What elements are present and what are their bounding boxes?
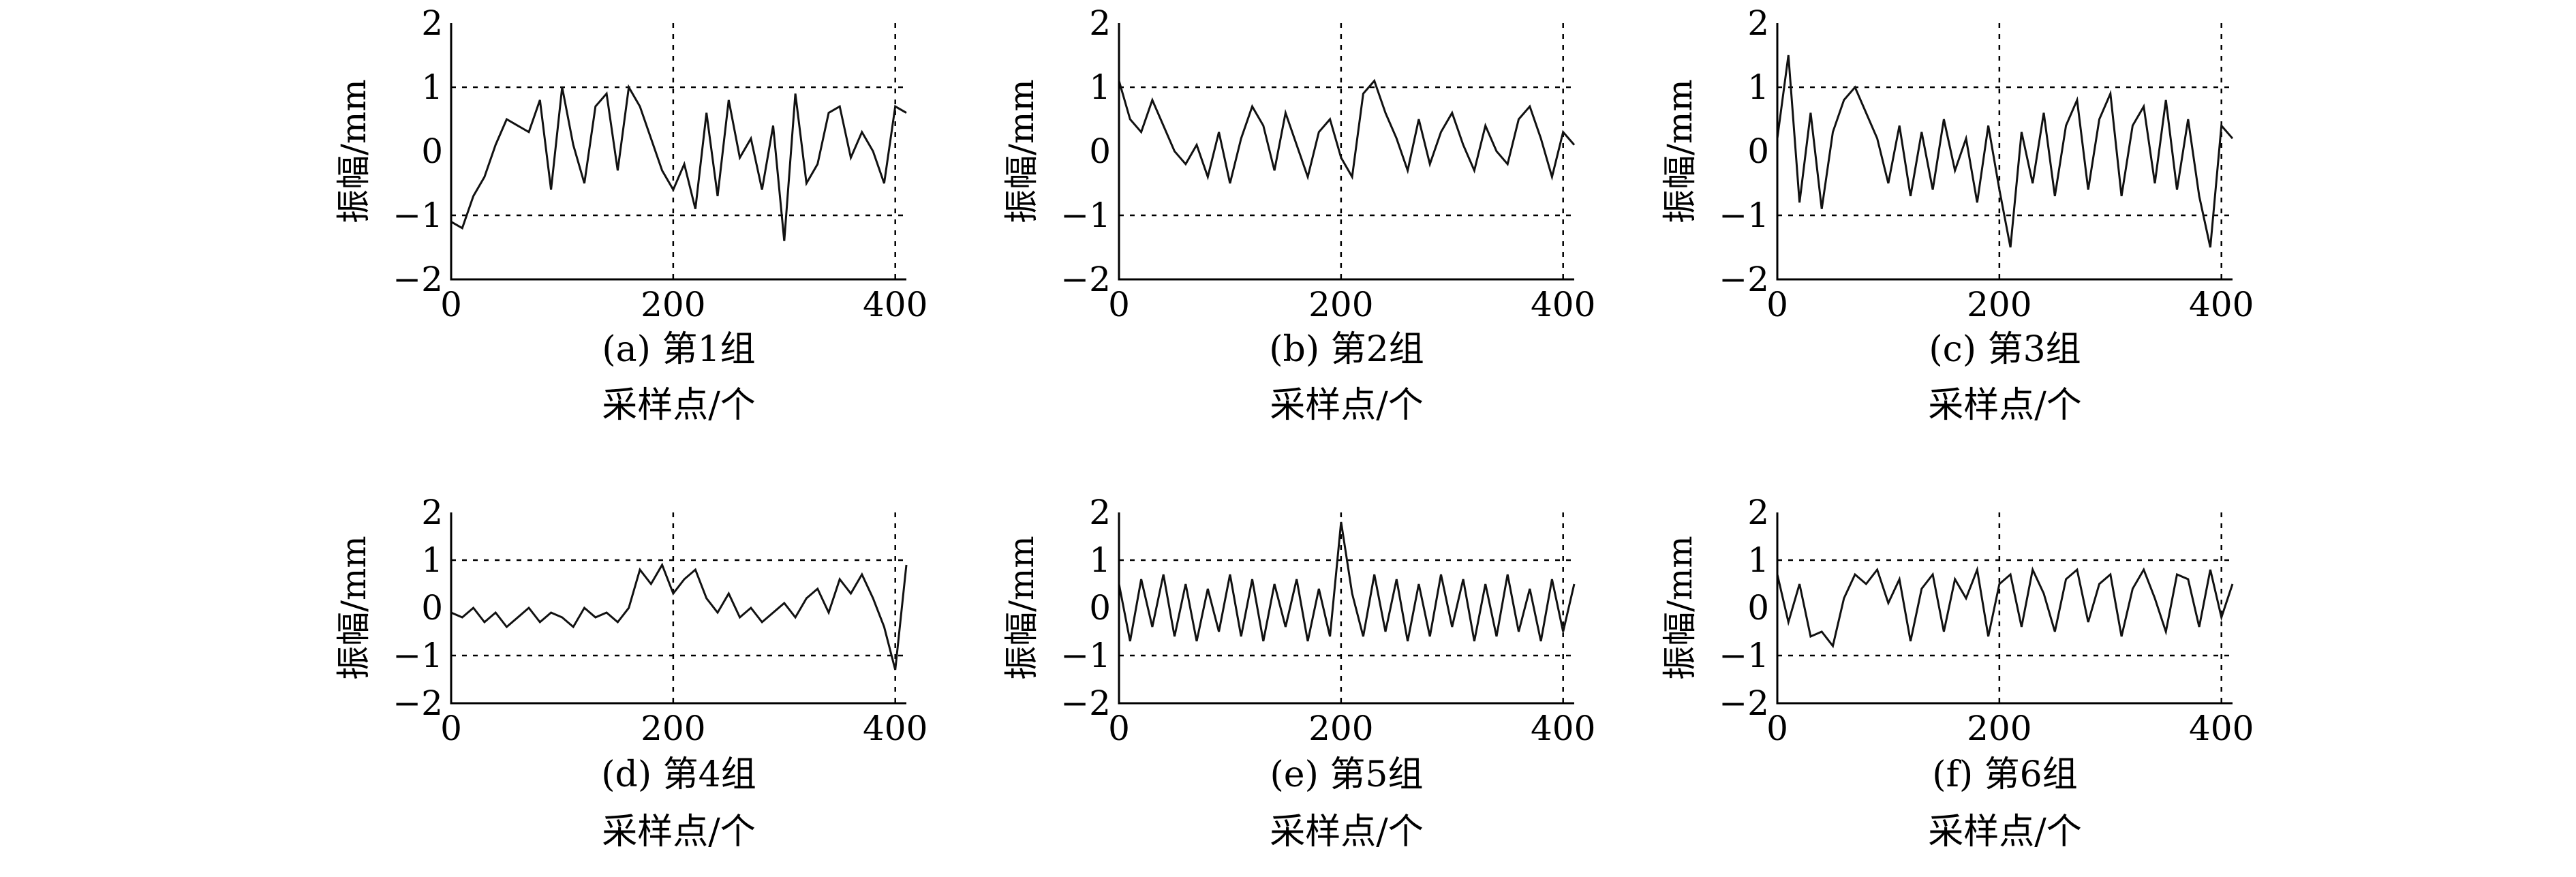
x-tick-label: 200 [641,285,705,324]
y-tick-label: 1 [1089,67,1111,107]
x-tick-label: 200 [1967,709,2031,748]
x-axis-label: 采样点/个 [1928,385,2082,426]
series-line-1 [1118,78,1576,184]
axes-frame [1118,23,1574,281]
x-axis-label: 采样点/个 [602,812,756,852]
y-tick-label: −1 [393,196,443,235]
y-tick-label: −2 [1719,683,1769,723]
x-tick-label: 400 [1531,709,1595,748]
x-tick-label: 0 [1108,709,1130,748]
y-tick-label: 2 [1747,3,1769,43]
y-tick-label: −1 [1719,636,1769,675]
axes-frame [1776,23,2233,281]
series-line-1 [1776,55,2234,248]
y-tick-label: 0 [1747,588,1769,628]
y-tick-label: 0 [1747,132,1769,171]
series-line-1 [1776,566,2234,649]
x-tick-label: 400 [863,285,927,324]
x-axis-label: 采样点/个 [1928,812,2082,852]
y-tick-label: −1 [393,636,443,675]
panel-caption: (c) 第3组 [1929,329,2081,370]
series-line-1 [450,84,907,241]
y-tick-label: −2 [1719,260,1769,299]
y-tick-label: 0 [1089,132,1111,171]
panel-caption: (f) 第6组 [1932,754,2077,795]
y-tick-label: 2 [421,493,443,532]
x-tick-label: 400 [2189,285,2254,324]
y-tick-label: −1 [1060,636,1111,675]
x-tick-label: 400 [2189,709,2254,748]
y-tick-label: 0 [421,588,443,628]
y-tick-label: 1 [421,67,443,107]
y-axis-label: 振幅/mm [1660,79,1700,224]
series-line-1 [1118,521,1576,642]
y-tick-label: 2 [1747,493,1769,532]
y-tick-label: 0 [1089,588,1111,628]
panel-caption: (b) 第2组 [1269,329,1424,370]
y-tick-label: 1 [421,540,443,580]
y-tick-label: −2 [393,683,443,723]
y-axis-label: 振幅/mm [334,79,373,224]
y-tick-label: −2 [1060,683,1111,723]
x-tick-label: 0 [1108,285,1130,324]
x-tick-label: 400 [1531,285,1595,324]
x-tick-label: 0 [440,709,462,748]
x-axis-label: 采样点/个 [1270,812,1424,852]
y-tick-label: −1 [1060,196,1111,235]
y-axis-label: 振幅/mm [334,536,373,680]
y-tick-label: 0 [421,132,443,171]
y-tick-label: −2 [393,260,443,299]
y-tick-label: 1 [1747,540,1769,580]
y-axis-label: 振幅/mm [1002,536,1041,680]
axes-frame [450,23,906,281]
y-tick-label: 2 [421,3,443,43]
x-tick-label: 0 [1766,709,1788,748]
y-axis-label: 振幅/mm [1660,536,1700,680]
y-tick-label: 2 [1089,3,1111,43]
x-axis-label: 采样点/个 [602,385,756,426]
panel-caption: (e) 第5组 [1270,754,1424,795]
y-axis-label: 振幅/mm [1002,79,1041,224]
axes-frame [1118,512,1574,705]
panel-caption: (a) 第1组 [602,329,755,370]
x-tick-label: 200 [1308,709,1373,748]
x-axis-label: 采样点/个 [1270,385,1424,426]
x-tick-label: 200 [1967,285,2031,324]
panel-caption: (d) 第4组 [601,754,756,795]
axes-frame [450,512,906,705]
y-tick-label: −2 [1060,260,1111,299]
x-tick-label: 200 [1308,285,1373,324]
x-tick-label: 0 [440,285,462,324]
y-tick-label: 1 [1089,540,1111,580]
axes-frame [1776,512,2233,705]
x-tick-label: 400 [863,709,927,748]
x-tick-label: 0 [1766,285,1788,324]
y-tick-label: 2 [1089,493,1111,532]
y-tick-label: −1 [1719,196,1769,235]
series-line-1 [450,562,908,671]
x-tick-label: 200 [641,709,705,748]
y-tick-label: 1 [1747,67,1769,107]
